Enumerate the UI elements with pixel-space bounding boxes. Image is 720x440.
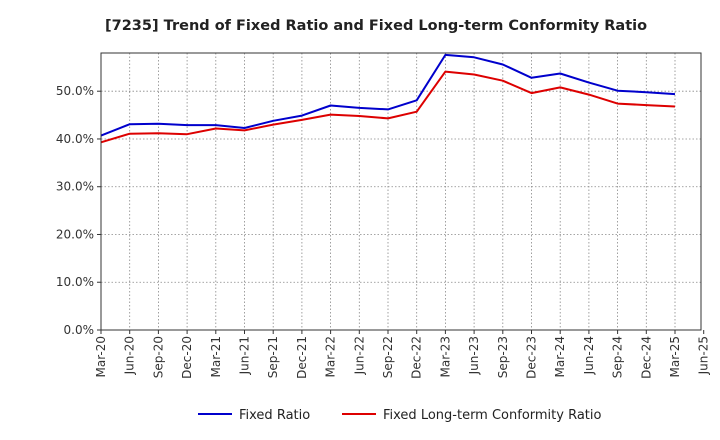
chart-title: [7235] Trend of Fixed Ratio and Fixed Lo… (105, 18, 647, 34)
y-axis: 0.0% 10.0% 20.0% 30.0% 40.0% 50.0% (56, 84, 101, 337)
series-line-fixed-long-term-conformity-ratio (100, 70, 676, 144)
x-tick-label: Jun-25 (697, 336, 711, 375)
x-tick-label: Dec-20 (180, 336, 194, 379)
y-tick-label: 30.0% (56, 180, 94, 194)
x-tick-label: Jun-22 (352, 336, 366, 375)
x-tick-label: Mar-23 (438, 336, 452, 377)
x-tick-label: Jun-21 (238, 336, 252, 375)
y-tick-label: 20.0% (56, 227, 94, 241)
x-tick-label: Mar-22 (324, 336, 338, 377)
vertical-gridlines (129, 53, 676, 330)
x-tick-label: Dec-21 (295, 336, 309, 379)
x-tick-label: Sep-24 (611, 336, 625, 378)
x-tick-label: Sep-22 (381, 336, 395, 378)
series-layer (100, 53, 676, 144)
x-tick-label: Sep-21 (266, 336, 280, 378)
x-tick-label: Mar-20 (94, 336, 108, 377)
x-axis: Mar-20 Jun-20 Sep-20 Dec-20 Mar-21 Jun-21 Sep-… (94, 330, 711, 379)
x-tick-label: Jun-20 (123, 336, 137, 375)
x-tick-label: Sep-20 (151, 336, 165, 378)
x-tick-label: Jun-24 (582, 336, 596, 375)
plot-area (101, 53, 701, 330)
x-tick-label: Mar-25 (668, 336, 682, 377)
x-tick-label: Mar-21 (209, 336, 223, 377)
x-tick-label: Jun-23 (467, 336, 481, 375)
x-tick-label: Sep-23 (496, 336, 510, 378)
x-tick-label: Dec-23 (525, 336, 539, 379)
x-tick-label: Dec-22 (410, 336, 424, 379)
series-line-fixed-ratio (100, 53, 676, 137)
y-tick-label: 0.0% (64, 323, 95, 337)
x-tick-label: Mar-24 (553, 336, 567, 377)
y-tick-label: 40.0% (56, 132, 94, 146)
x-tick-label: Dec-24 (639, 336, 653, 379)
legend: Fixed Ratio Fixed Long-term Conformity R… (198, 408, 602, 423)
y-tick-label: 10.0% (56, 275, 94, 289)
legend-label-fixed-long-term-conformity-ratio: Fixed Long-term Conformity Ratio (383, 408, 602, 423)
y-tick-label: 50.0% (56, 84, 94, 98)
legend-label-fixed-ratio: Fixed Ratio (239, 408, 310, 423)
plot-frame (100, 52, 702, 331)
